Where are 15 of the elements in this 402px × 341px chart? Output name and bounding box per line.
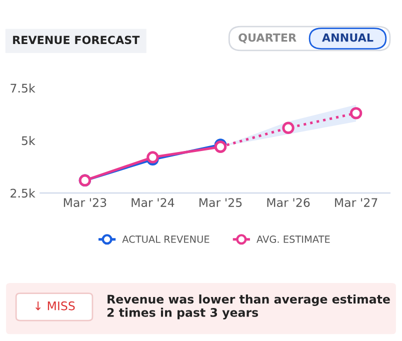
x-tick-label: Mar '24 <box>132 198 174 208</box>
y-tick-label: 2.5k <box>10 188 36 198</box>
legend-label: AVG. ESTIMATE <box>256 236 330 243</box>
text: QUARTER <box>238 33 296 44</box>
x-tick-label: Mar '27 <box>335 198 378 208</box>
text: Revenue was lower than average estimate 2 times in past 3 years <box>107 294 390 320</box>
x-tick-label: Mar '23 <box>64 198 106 208</box>
x-tick-label: Mar '25 <box>200 198 242 208</box>
y-tick-label: 7.5k <box>10 83 36 93</box>
text: ANNUAL <box>322 34 374 42</box>
chart-title: REVENUE FORECAST <box>13 36 140 44</box>
y-tick-label: 5k <box>22 136 36 146</box>
legend-label: ACTUAL REVENUE <box>122 236 210 243</box>
x-tick-label: Mar '26 <box>267 198 310 208</box>
text: ↓ MISS <box>36 301 75 310</box>
